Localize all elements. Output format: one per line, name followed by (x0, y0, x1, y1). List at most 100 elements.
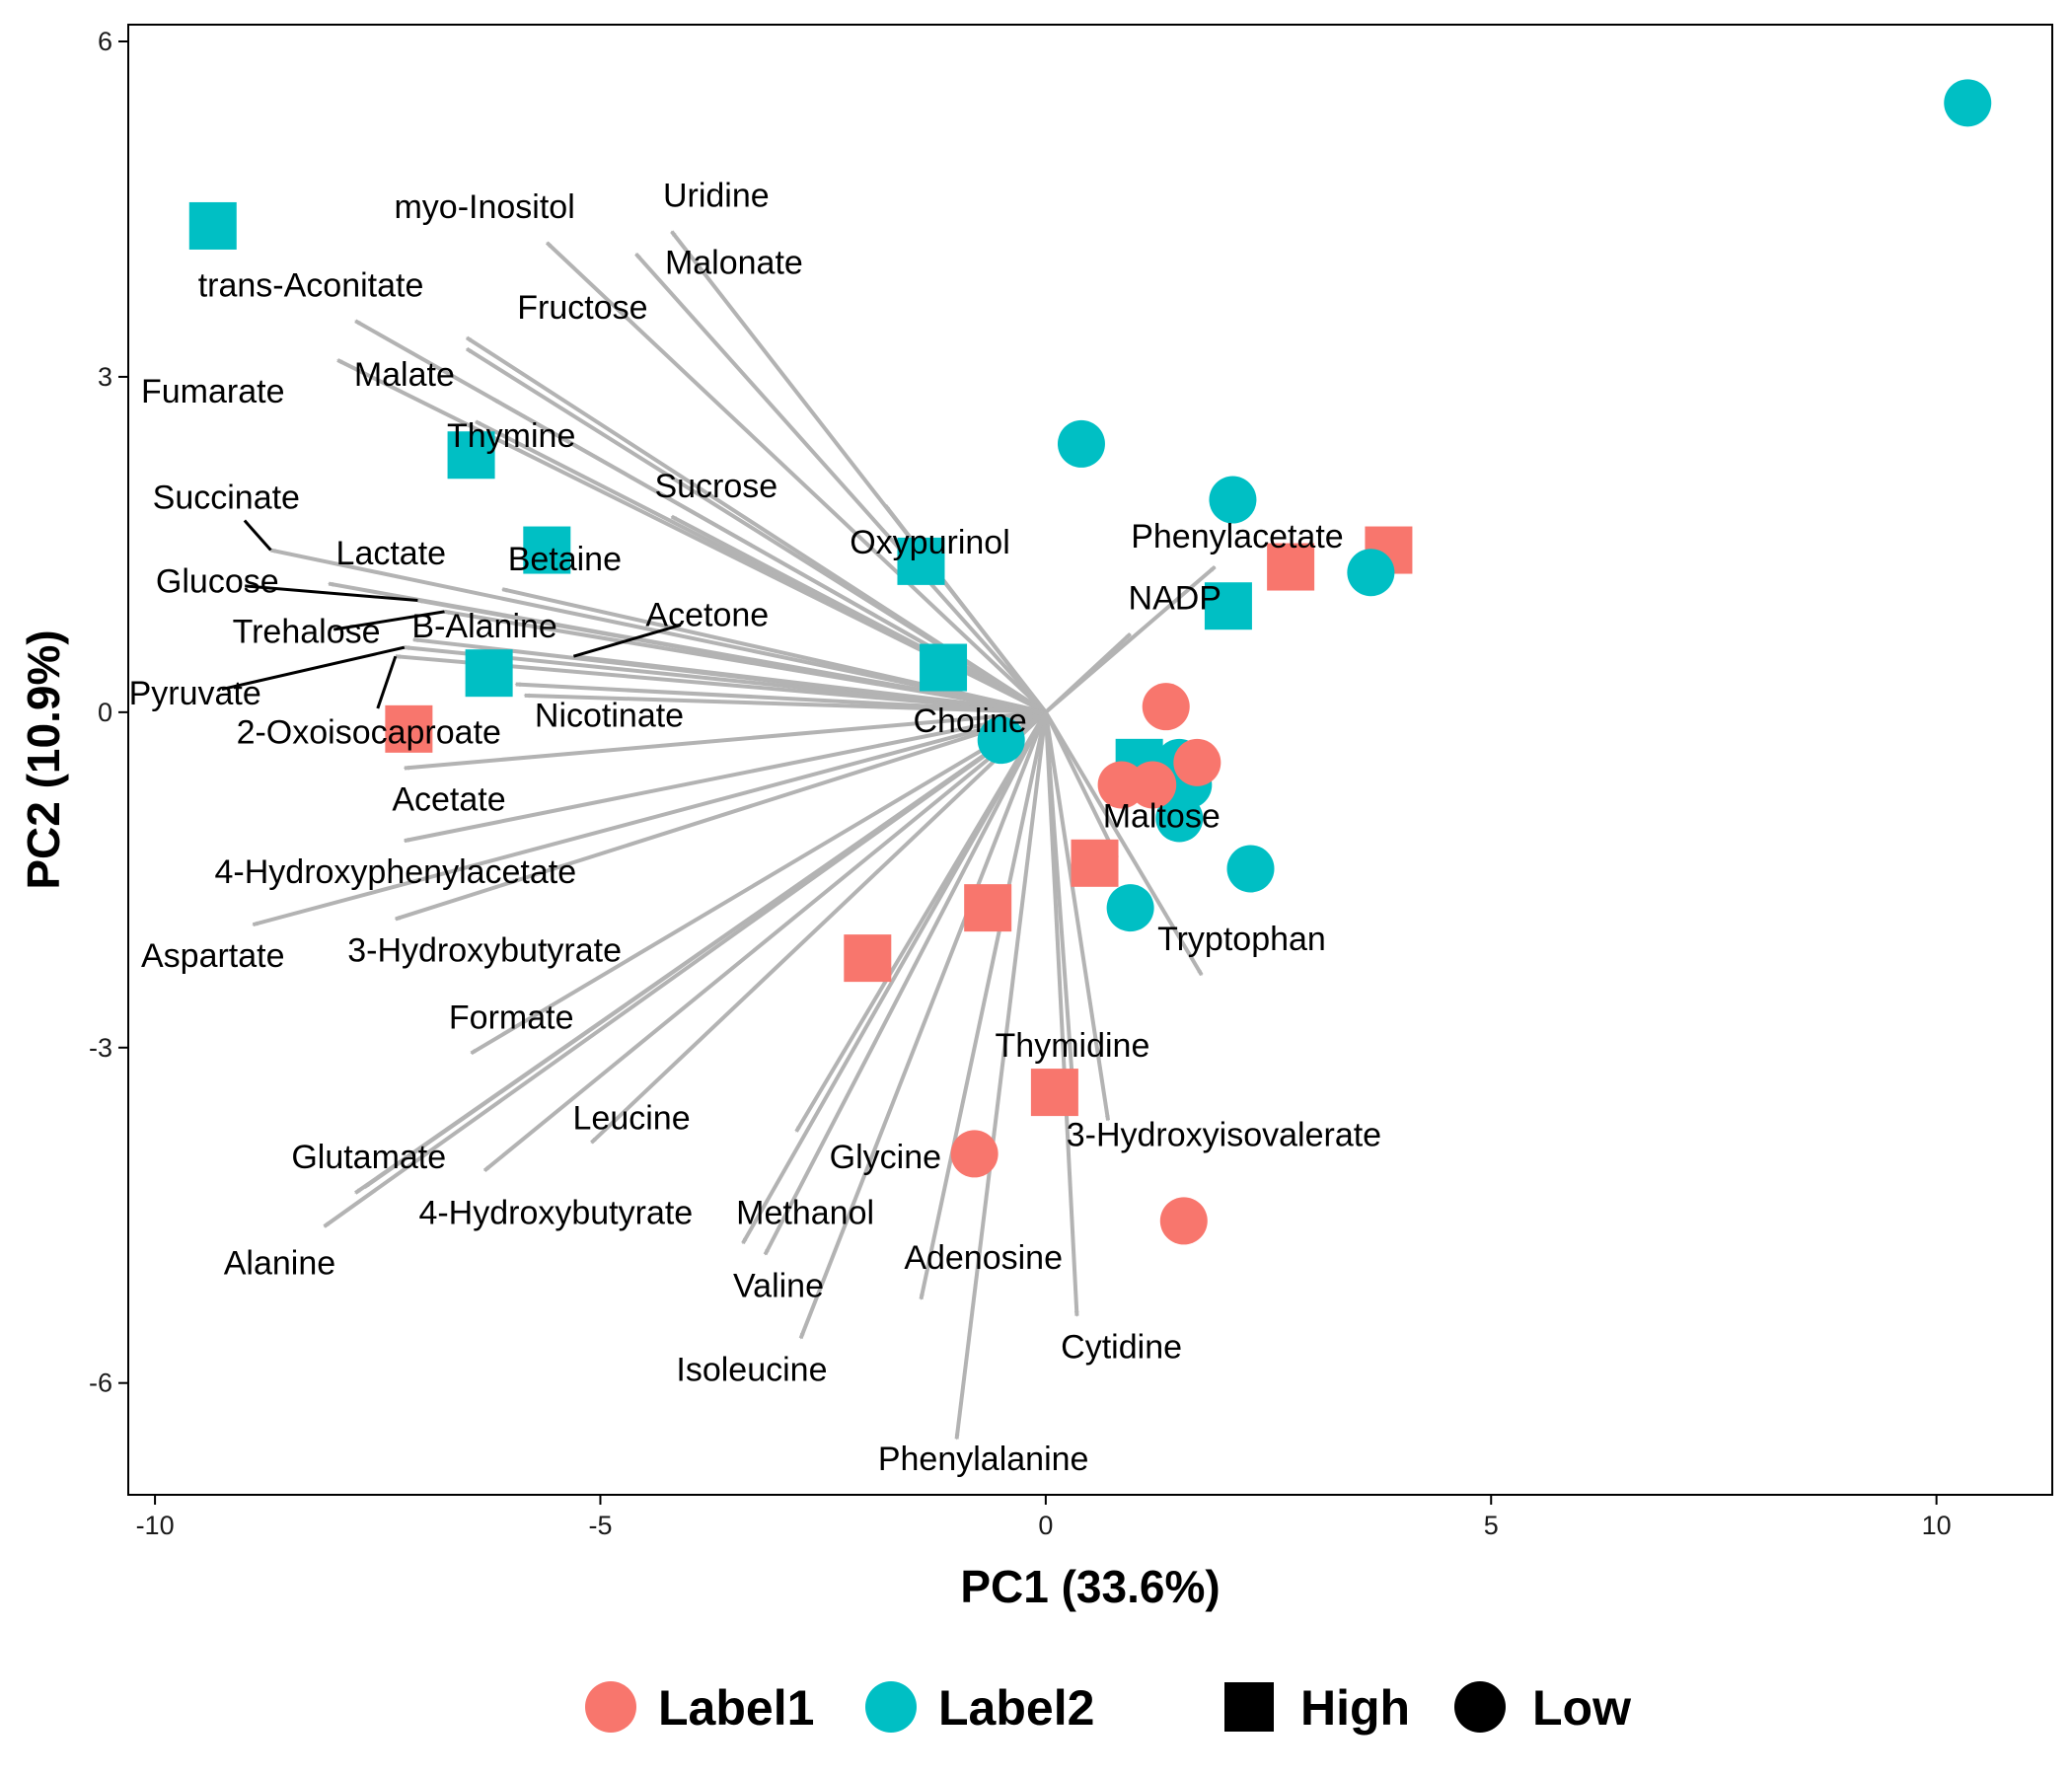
point-label2-high-2 (523, 526, 571, 574)
axes: -10 -5 0 5 10 -6 -3 0 3 6 (89, 27, 1952, 1540)
loading-label-trans-aconitate: trans-Aconitate (198, 266, 424, 304)
loading-label-valine: Valine (733, 1267, 824, 1304)
loading-arrow-leucine (590, 710, 1048, 1145)
x-tick-label-2: 0 (1038, 1511, 1053, 1540)
loading-arrow-3-hydroxyisovalerate (1043, 711, 1111, 1122)
loading-label-4-hydroxybutyrate: 4-Hydroxybutyrate (418, 1195, 693, 1232)
loading-label-2-oxoisocaproate: 2-Oxoisocaproate (237, 713, 501, 751)
loading-label-tryptophan: Tryptophan (1157, 921, 1326, 958)
point-label1-low-29 (950, 1130, 999, 1178)
loading-label-aspartate: Aspartate (141, 937, 285, 975)
loading-label-b-alanine: B-Alanine (411, 608, 556, 645)
point-label1-low-25 (1142, 683, 1190, 731)
point-label1-low-30 (1159, 1197, 1208, 1245)
loading-arrow-4-hydroxybutyrate (482, 710, 1048, 1172)
loading-label-phenylalanine: Phenylalanine (878, 1441, 1089, 1478)
x-tick-label-1: -5 (588, 1511, 612, 1540)
loading-label-maltose: Maltose (1103, 797, 1221, 835)
loading-arrow-cytidine (1043, 711, 1079, 1317)
point-label2-high-1 (447, 431, 495, 480)
leader-line-acetone (572, 623, 682, 658)
point-label2-low-16 (1057, 419, 1105, 468)
loading-label-thymine: Thymine (447, 417, 575, 455)
loading-label-pyruvate: Pyruvate (129, 675, 261, 712)
loading-arrow-sucrose (670, 514, 1047, 714)
loading-arrow-acetate (403, 709, 1047, 771)
loading-label-glucose: Glucose (156, 563, 279, 601)
plot-panel (127, 24, 2053, 1496)
leader-line-succinate (243, 519, 272, 552)
loading-label-cytidine: Cytidine (1061, 1329, 1182, 1367)
loading-label-fructose: Fructose (517, 289, 647, 327)
y-tick-label-1: -3 (89, 1033, 112, 1063)
point-label2-high-4 (897, 537, 945, 585)
loading-label-3-hydroxybutyrate: 3-Hydroxybutyrate (347, 931, 622, 969)
loading-arrow-3-hydroxybutyrate (394, 709, 1047, 922)
y-axis-title: PC2 (10.9%) (18, 629, 69, 889)
legend-label-low: Low (1532, 1680, 1631, 1736)
loading-arrow-acetone (572, 654, 1047, 714)
x-tick-label-0: -10 (136, 1511, 175, 1540)
loading-arrow-nicotinate-2 (523, 693, 1046, 714)
loading-arrow-malonate (634, 252, 1048, 714)
point-label1-low-28 (1129, 761, 1177, 809)
loading-label-glutamate: Glutamate (291, 1139, 446, 1176)
loading-arrow-tryptophan (1044, 710, 1204, 977)
loading-label-acetate: Acetate (392, 780, 505, 818)
score-points (188, 79, 1992, 1245)
point-label1-high-9 (844, 934, 892, 983)
loading-arrow-methanol (741, 710, 1048, 1245)
loading-label-malate: Malate (354, 356, 455, 394)
loading-arrow-alanine (323, 710, 1048, 1228)
loading-arrow-formate (470, 710, 1047, 1056)
loading-label-methanol: Methanol (736, 1195, 874, 1232)
loading-label-malonate: Malonate (665, 245, 803, 282)
leader-line-pyruvate (221, 645, 406, 692)
point-label2-low-17 (1209, 476, 1257, 524)
point-label2-low-15 (1944, 79, 1992, 127)
loading-label-nicotinate: Nicotinate (535, 697, 684, 734)
point-label2-high-5 (920, 643, 968, 692)
loading-label-alanine: Alanine (224, 1245, 335, 1283)
loading-arrow-adenosine (919, 711, 1048, 1300)
leader-line-2-oxoisocaproate (376, 655, 398, 709)
loading-label-3-hydroxyisovalerate: 3-Hydroxyisovalerate (1067, 1116, 1381, 1153)
x-tick-label-3: 5 (1484, 1511, 1499, 1540)
loading-arrow-isoleucine (798, 711, 1048, 1340)
loading-labels: Uridine Malonate myo-Inositol trans-Aconita… (129, 178, 1381, 1478)
loading-label-succinate: Succinate (153, 480, 300, 517)
loading-arrow-aspartate (252, 709, 1047, 927)
legend-swatch-label1 (585, 1681, 636, 1733)
legend-label-label2: Label2 (938, 1680, 1094, 1736)
legend-swatch-label2 (865, 1681, 917, 1733)
point-label1-high-13 (1267, 543, 1315, 591)
loading-arrow-maltose (1044, 710, 1119, 859)
loading-label-choline: Choline (913, 703, 1026, 740)
loading-label-formate: Formate (449, 999, 574, 1036)
y-tick-label-4: 6 (98, 27, 112, 56)
x-axis-title: PC1 (33.6%) (960, 1561, 1220, 1612)
loading-label-fumarate: Fumarate (141, 373, 285, 410)
point-label1-low-26 (1173, 738, 1221, 786)
leader-line-trehalose (333, 610, 445, 631)
legend-label-label1: Label1 (658, 1680, 814, 1736)
loading-arrow-myo-inositol (545, 241, 1048, 714)
point-label2-low-24 (1106, 884, 1154, 932)
point-label2-high-3 (465, 649, 513, 698)
legend: Label1 Label2 High Low (585, 1680, 1631, 1736)
loading-label-acetone: Acetone (645, 597, 769, 634)
loading-label-adenosine: Adenosine (904, 1239, 1063, 1277)
legend-label-high: High (1300, 1680, 1410, 1736)
loading-label-nadp: NADP (1129, 580, 1221, 618)
loading-label-lactate: Lactate (336, 535, 447, 572)
y-tick-label-0: -6 (89, 1369, 112, 1398)
point-label1-high-12 (1030, 1069, 1078, 1117)
loading-arrow-betaine (500, 587, 1047, 714)
loading-label-isoleucine: Isoleucine (676, 1351, 827, 1388)
loading-arrow-4-hydroxyphenylacetate (403, 709, 1047, 844)
y-tick-label-2: 0 (98, 698, 112, 727)
loading-arrow-valine (763, 710, 1048, 1256)
legend-swatch-low (1454, 1681, 1506, 1733)
leader-line-glucose (245, 584, 418, 603)
